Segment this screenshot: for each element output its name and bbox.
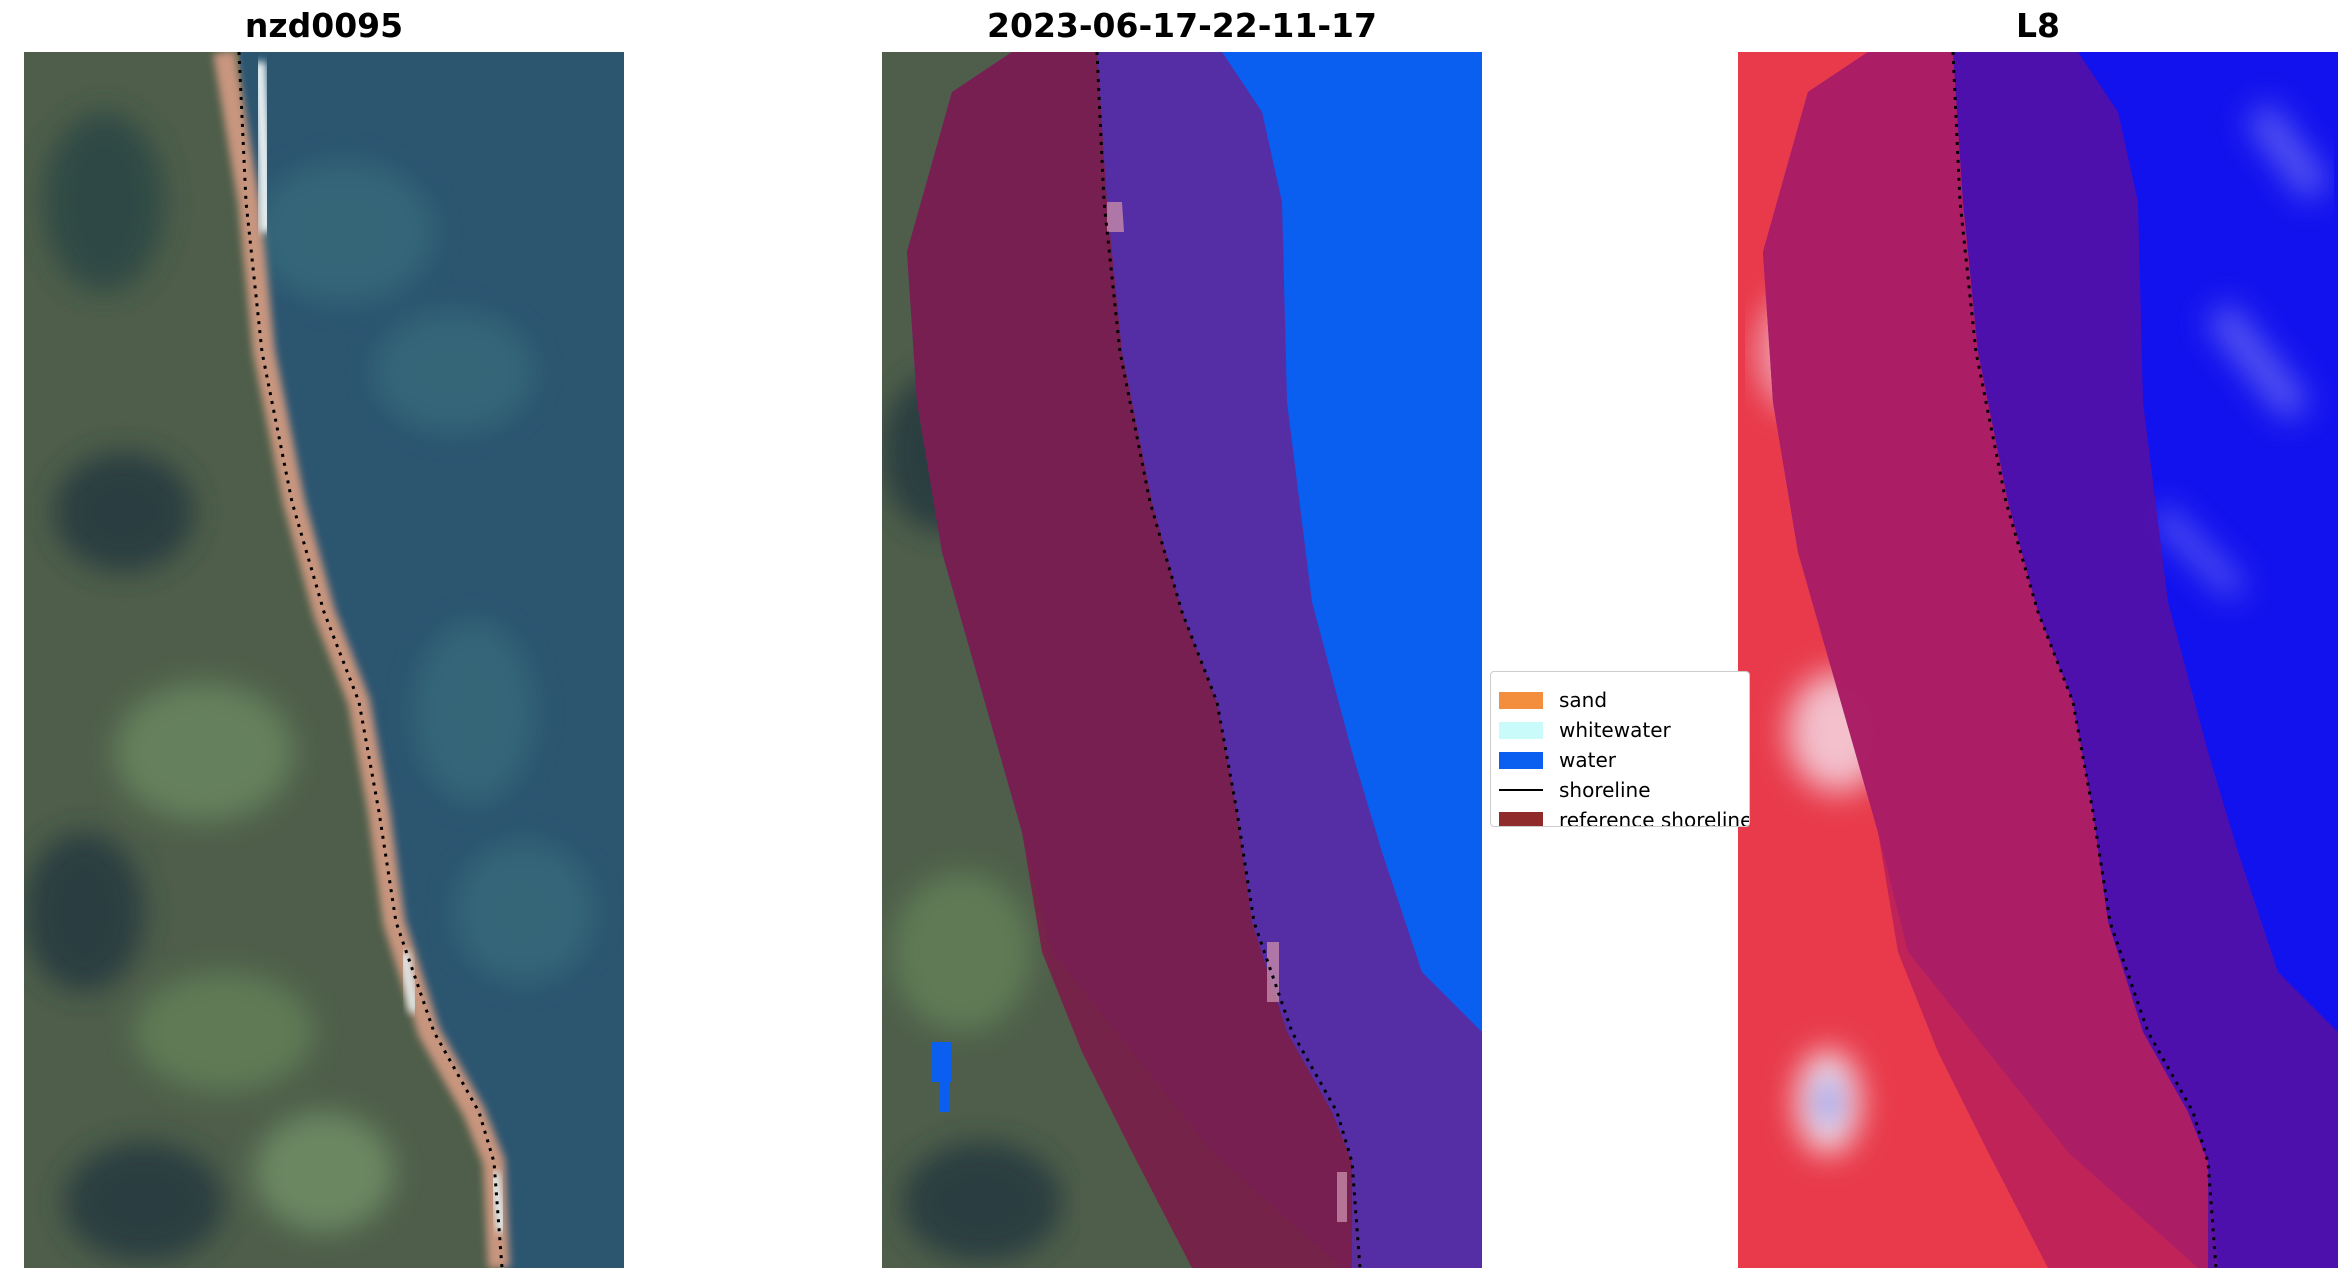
legend-swatch-sand (1499, 691, 1543, 709)
panel-title-rgb: nzd0095 (244, 6, 404, 45)
rgb-image-panel (24, 52, 624, 1268)
legend-swatch-reference-shoreline (1499, 811, 1543, 826)
index-image (1738, 52, 2338, 1268)
legend-swatch-water (1499, 751, 1543, 769)
legend-item-shoreline: shoreline (1499, 776, 1651, 804)
index-panel (1738, 52, 2338, 1268)
legend-swatch-shoreline (1499, 789, 1543, 791)
classification-image (882, 52, 1482, 1268)
shoreline-dotted (1095, 52, 1362, 1268)
legend-item-reference-shoreline: reference shoreline (1499, 806, 1750, 827)
classification-panel (882, 52, 1482, 1268)
shoreline-dotted (1951, 52, 2218, 1268)
legend-item-sand: sand (1499, 686, 1607, 714)
legend-label-shoreline: shoreline (1559, 778, 1651, 802)
legend-item-water: water (1499, 746, 1616, 774)
legend: sand whitewater water shoreline referenc… (1490, 671, 1750, 827)
rgb-image (24, 52, 624, 1268)
legend-label-sand: sand (1559, 688, 1608, 712)
legend-swatch-whitewater (1499, 721, 1543, 739)
legend-item-whitewater: whitewater (1499, 716, 1671, 744)
legend-label-reference-shoreline: reference shoreline (1559, 808, 1750, 827)
legend-label-whitewater: whitewater (1559, 718, 1671, 742)
panel-title-classification: 2023-06-17-22-11-17 (987, 6, 1377, 45)
panel-title-index: L8 (2016, 6, 2060, 45)
shoreline-dotted (237, 52, 504, 1268)
legend-label-water: water (1559, 748, 1616, 772)
